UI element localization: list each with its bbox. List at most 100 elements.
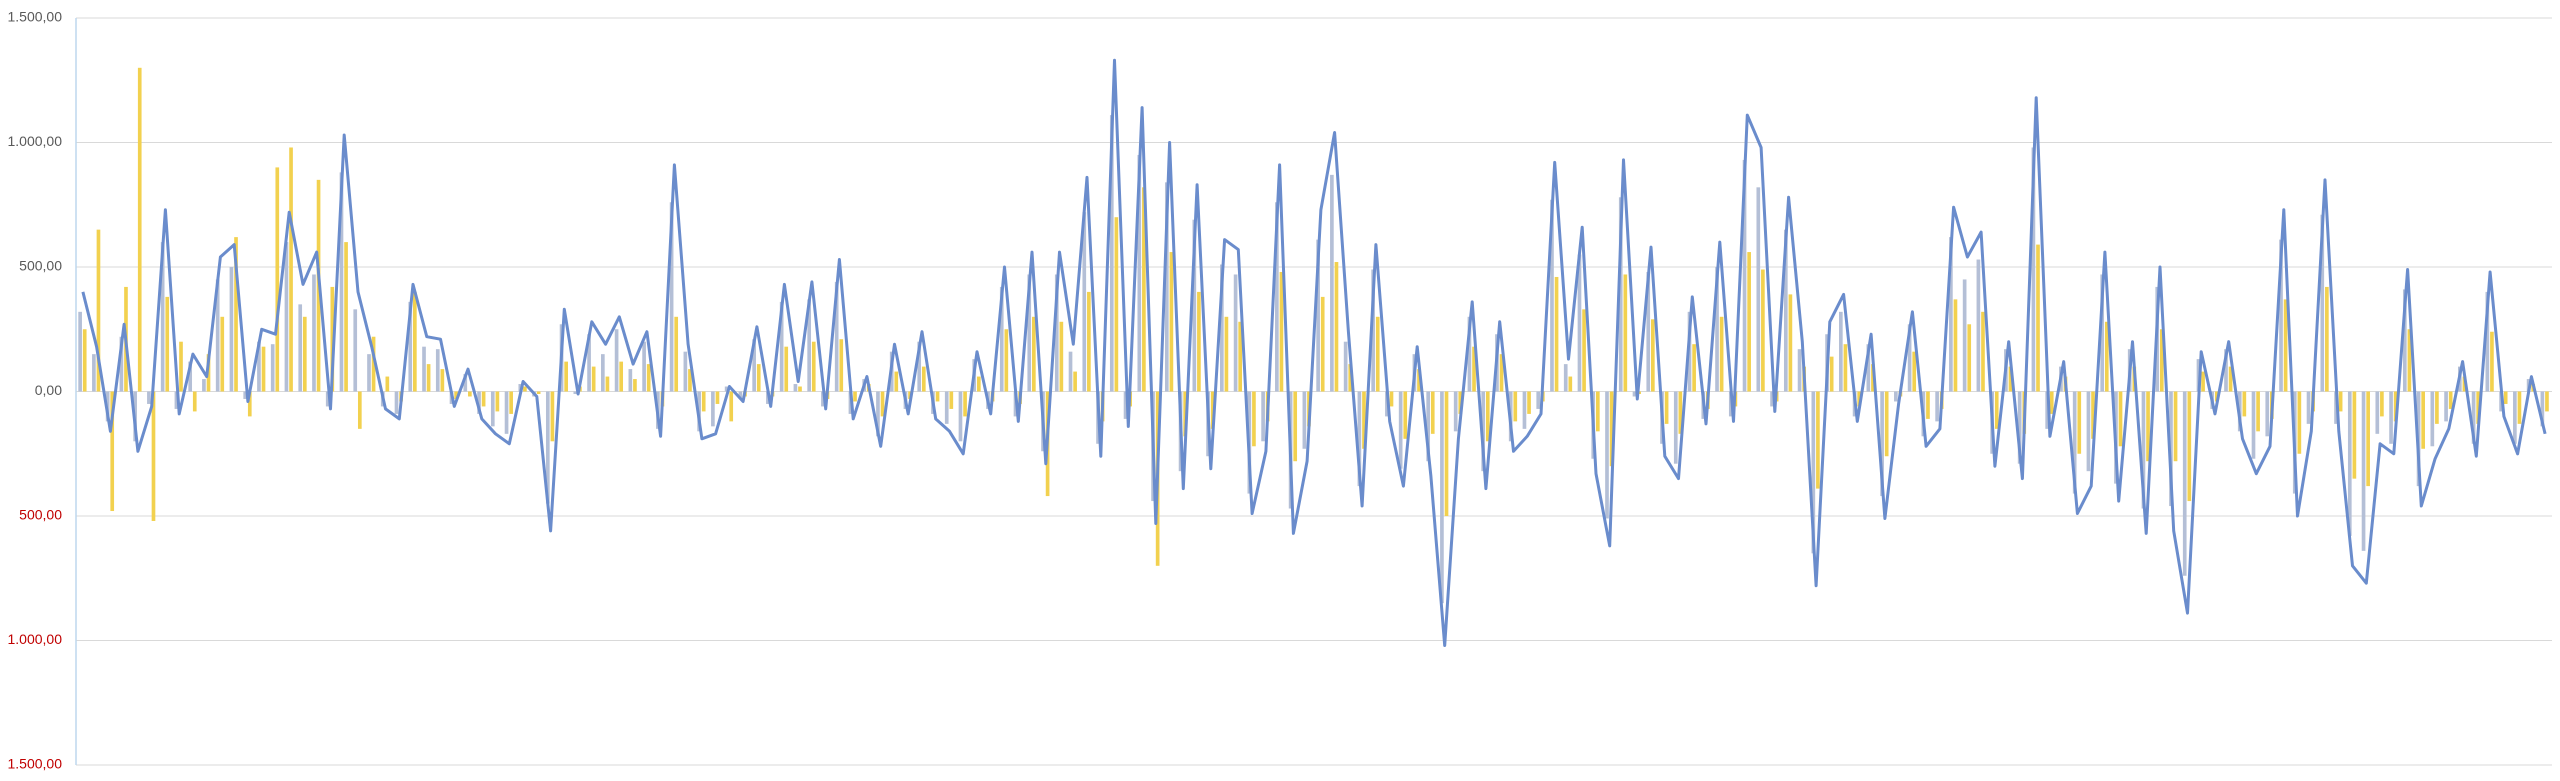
bar: [2338, 391, 2343, 412]
bar: [2503, 391, 2508, 404]
bar: [1756, 187, 1761, 392]
bar: [2224, 349, 2228, 392]
bar: [215, 279, 220, 392]
bar: [1976, 259, 1981, 392]
bar: [1651, 319, 1655, 392]
bar: [1261, 391, 1265, 442]
bar: [2476, 391, 2481, 424]
bar: [147, 391, 151, 404]
bar: [853, 391, 857, 402]
bar: [1343, 341, 1348, 392]
bar: [839, 339, 844, 392]
bar: [261, 346, 266, 392]
bar: [2352, 391, 2357, 479]
bar: [2389, 391, 2393, 444]
bar: [917, 341, 922, 392]
bar: [275, 167, 280, 392]
bar: [2104, 321, 2109, 392]
bar: [2256, 391, 2260, 432]
bar: [367, 354, 371, 392]
bar: [394, 391, 399, 414]
bar: [2146, 391, 2150, 462]
bar: [1398, 391, 1403, 469]
bar: [1522, 391, 1527, 429]
bar: [1430, 391, 1435, 434]
bar: [894, 371, 899, 392]
bar: [353, 309, 358, 392]
bar: [1664, 391, 1669, 424]
bar: [2380, 391, 2384, 417]
bar: [1788, 294, 1793, 392]
bar: [2435, 391, 2439, 424]
bar: [963, 391, 967, 417]
bar: [2448, 391, 2453, 409]
bar: [1238, 321, 1243, 392]
bar: [683, 351, 688, 392]
bar: [2265, 391, 2270, 437]
bar: [591, 366, 596, 392]
bar: [1962, 279, 1967, 392]
bar: [1816, 391, 1820, 489]
bar: [1605, 391, 1609, 519]
bar: [1467, 316, 1472, 392]
bar: [2187, 391, 2192, 502]
bar: [371, 336, 376, 392]
bar: [729, 391, 734, 422]
bar: [2545, 391, 2549, 412]
bar: [2118, 391, 2123, 447]
bar: [1673, 391, 1678, 464]
bar: [614, 329, 619, 392]
bar: [2402, 289, 2407, 392]
y-tick-label: 0,00: [35, 382, 62, 398]
bar: [1582, 309, 1586, 392]
bar: [798, 386, 802, 392]
bar: [2540, 391, 2545, 427]
bar: [385, 376, 390, 392]
bar: [756, 364, 761, 392]
bar: [1967, 324, 1972, 392]
bar: [1953, 299, 1958, 392]
line-series: [81, 58, 2547, 647]
bar: [408, 301, 413, 392]
bar: [1114, 217, 1119, 392]
bar: [752, 339, 756, 392]
bar: [633, 379, 637, 392]
bar: [642, 341, 646, 392]
bar: [1183, 391, 1187, 437]
bar: [779, 301, 784, 392]
bar: [325, 391, 330, 407]
bar: [2325, 286, 2329, 392]
bar: [1747, 252, 1751, 392]
bar: [1142, 187, 1146, 392]
bar: [426, 364, 431, 392]
bar: [1949, 237, 1953, 392]
bar: [257, 341, 261, 392]
bar: [495, 391, 500, 412]
bar: [536, 391, 541, 394]
bar: [1513, 391, 1518, 422]
bar: [1866, 344, 1871, 392]
bar: [1719, 316, 1724, 392]
bar: [2283, 299, 2288, 392]
bar: [1109, 115, 1114, 392]
bar: [1563, 364, 1568, 392]
bar: [220, 316, 225, 392]
bar: [2485, 291, 2490, 392]
bar: [302, 316, 307, 392]
bar: [1880, 391, 1884, 497]
bar: [2008, 366, 2013, 392]
bar: [999, 286, 1004, 392]
bar: [724, 386, 729, 392]
bar: [550, 391, 555, 442]
bar: [688, 369, 692, 392]
bar: [2173, 391, 2178, 462]
bar: [1389, 391, 1394, 407]
bar: [339, 172, 344, 392]
bar: [1279, 271, 1284, 392]
bar: [298, 304, 303, 392]
bar: [2361, 391, 2366, 551]
bar: [119, 336, 124, 392]
bar: [1577, 254, 1582, 392]
bar: [2347, 391, 2352, 536]
bar: [1316, 239, 1320, 392]
